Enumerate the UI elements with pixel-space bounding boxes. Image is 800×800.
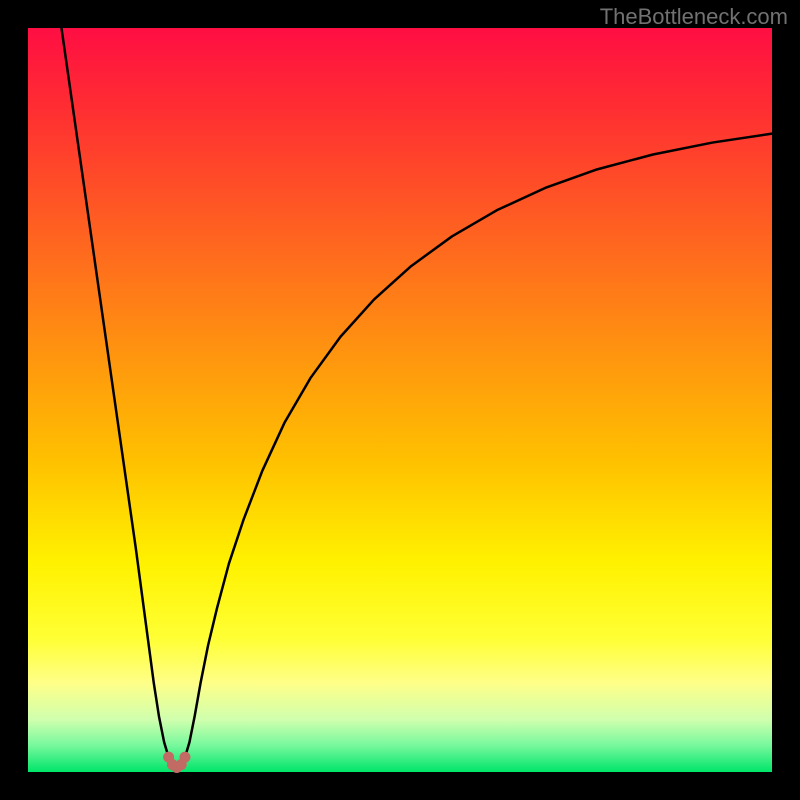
chart-svg — [0, 0, 800, 800]
watermark-label: TheBottleneck.com — [600, 4, 788, 30]
chart-container: TheBottleneck.com — [0, 0, 800, 800]
plot-background — [28, 28, 772, 772]
valley-marker-4 — [179, 752, 190, 763]
